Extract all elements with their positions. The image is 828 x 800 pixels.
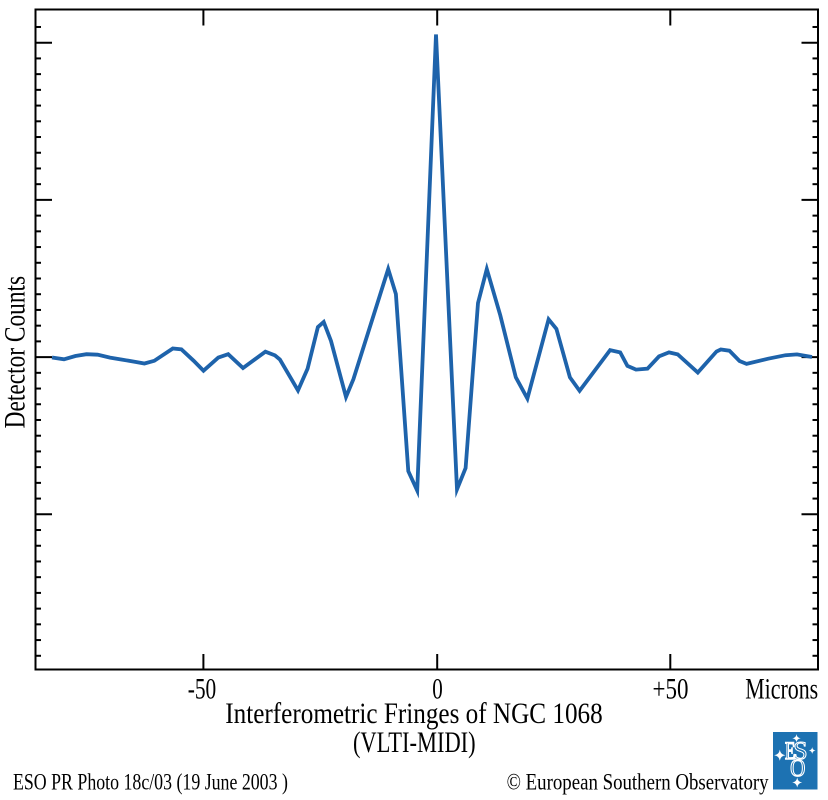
svg-text:0: 0 xyxy=(432,672,443,705)
svg-text:Interferometric Fringes of NGC: Interferometric Fringes of NGC 1068 xyxy=(225,697,602,730)
svg-text:Microns: Microns xyxy=(745,672,818,705)
svg-text:(VLTI-MIDI): (VLTI-MIDI) xyxy=(353,726,476,759)
svg-text:Detector Counts: Detector Counts xyxy=(0,276,31,429)
svg-text:+50: +50 xyxy=(653,672,689,705)
svg-text:ESO PR Photo 18c/03 (19 June 2: ESO PR Photo 18c/03 (19 June 2003 ) xyxy=(13,770,288,795)
svg-text:-50: -50 xyxy=(188,672,217,705)
svg-text:© European Southern Observator: © European Southern Observatory xyxy=(507,769,769,794)
